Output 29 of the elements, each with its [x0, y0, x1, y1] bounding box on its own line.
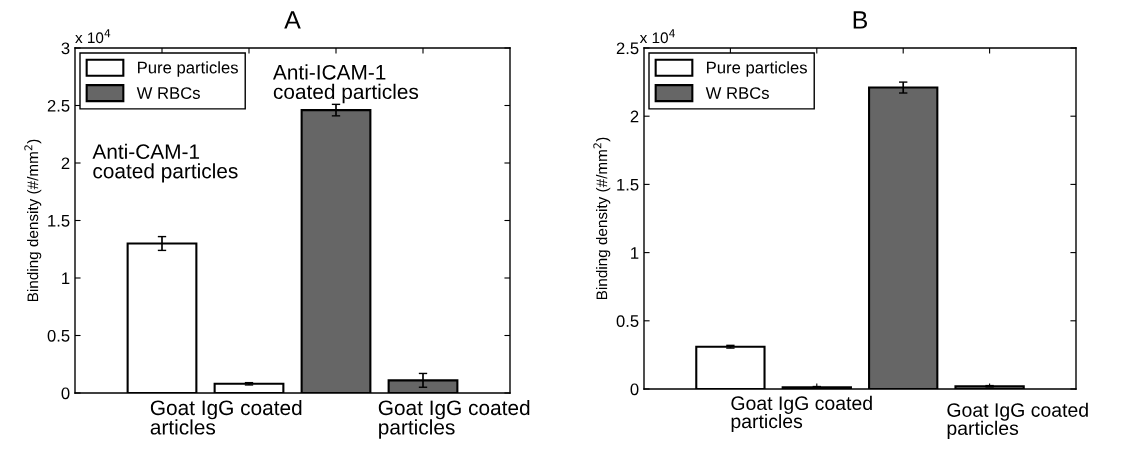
y-tick-label: 2.5	[47, 99, 70, 112]
y-tick-label: 2.5	[616, 42, 639, 55]
y-tick-label: 1.5	[48, 215, 70, 227]
y-tick-label: 1	[62, 272, 70, 285]
chart-title: B	[853, 11, 868, 29]
annotation: Anti-ICAM-1 coated particles	[272, 64, 419, 104]
text: x 10$^{4}$	[639, 29, 675, 44]
legend-label: Pure particles	[707, 61, 807, 77]
text: x 10$^{4}$	[75, 29, 111, 44]
annotation: Anti-CAM-1 coated particles	[92, 143, 238, 183]
text: Goat IgG coated particles	[947, 402, 1088, 439]
y-tick-label: 0	[61, 387, 70, 400]
y-tick-label: 0.5	[616, 315, 639, 327]
y-axis-title: Binding density (#/mm$^{2}$)	[593, 137, 611, 300]
y-tick-label: 2	[630, 110, 639, 123]
legend-label: W RBCs	[705, 87, 769, 99]
chart-title: A	[284, 11, 301, 29]
y-tick-label: 1	[631, 247, 639, 259]
text: Goat IgG coated particles	[378, 399, 530, 439]
y-tick-label: 0	[630, 383, 639, 396]
y-tick-label: 1.5	[617, 178, 639, 191]
legend-label: W RBCs	[136, 87, 200, 99]
text: Goat IgG coated articles	[150, 399, 302, 435]
y-tick-label: 0.5	[47, 329, 70, 342]
text: Goat IgG coated particles	[731, 395, 872, 433]
y-axis-title: Binding density (#/mm$^{2}$)	[24, 139, 42, 302]
legend-label: Pure particles	[138, 61, 238, 77]
y-tick-label: 2	[61, 157, 70, 170]
y-tick-label: 3	[61, 42, 70, 55]
